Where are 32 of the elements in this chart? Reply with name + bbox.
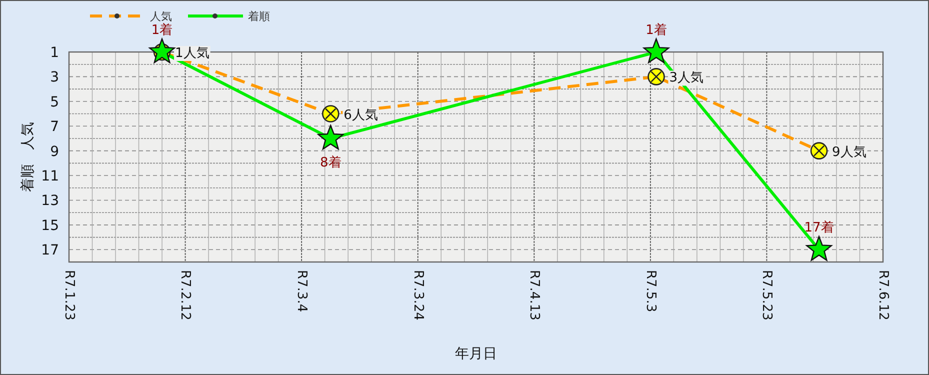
data-label: 17着: [804, 220, 834, 236]
x-tick-label: R7.4.13: [526, 270, 542, 320]
x-axis-title: 年月日: [455, 346, 497, 362]
data-label: 6人気: [344, 108, 378, 123]
data-label: 1人気: [175, 46, 210, 61]
y-tick-label: 11: [41, 168, 59, 185]
y-tick-label: 5: [50, 94, 59, 110]
data-label: 8着: [320, 154, 342, 170]
legend-label: 着順: [248, 10, 270, 23]
data-label: 1着: [646, 22, 667, 38]
y-tick-label: 13: [41, 193, 59, 210]
y-tick-label: 1: [50, 45, 59, 61]
x-tick-label: R7.6.12: [875, 270, 890, 320]
x-tick-label: R7.2.12: [178, 270, 193, 320]
data-label: 1着: [151, 22, 173, 38]
x-tick-label: R7.5.23: [759, 270, 774, 320]
x-tick-label: R7.1.23: [61, 270, 76, 320]
y-tick-label: 3: [50, 70, 59, 86]
x-tick-label: R7.3.24: [410, 270, 426, 320]
data-label: 3人気: [669, 70, 704, 86]
y-tick-label: 17: [41, 242, 59, 259]
point: [149, 38, 175, 64]
y-tick-label: 9: [50, 144, 59, 160]
point: [643, 38, 670, 64]
y-tick-label: 15: [41, 218, 59, 234]
x-tick-label: R7.3.4: [294, 270, 310, 312]
data-label: 9人気: [832, 144, 866, 160]
x-tick-label: R7.5.3: [642, 270, 658, 312]
legend-label: 人気: [150, 10, 172, 23]
point: [806, 236, 832, 261]
y-axis-title: 着順 人気: [20, 122, 36, 192]
y-tick-label: 7: [50, 119, 59, 136]
